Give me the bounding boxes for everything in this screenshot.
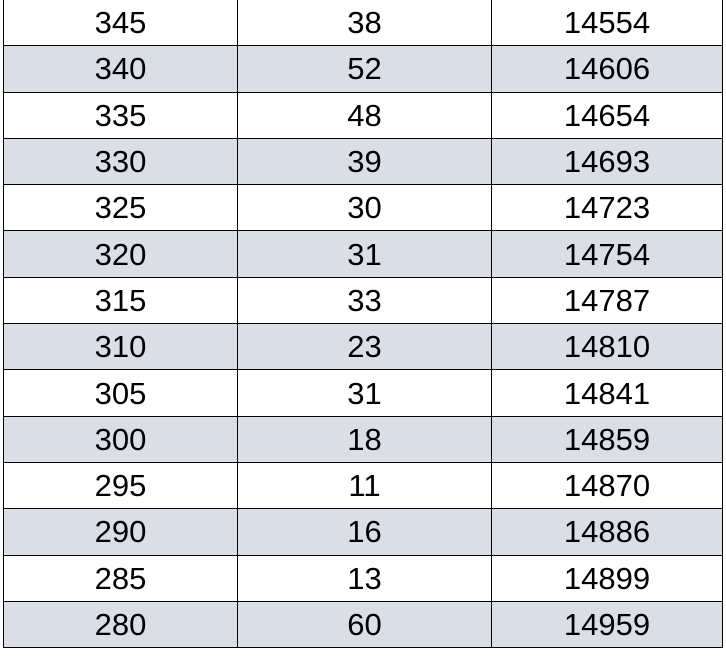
table-row: 280 60 14959 [3,600,723,649]
count-cell: 30 [237,184,492,232]
table-row: 345 38 14554 [3,0,723,47]
score-cell: 285 [3,554,238,602]
cumulative-cell: 14554 [491,0,723,47]
table-row: 325 30 14723 [3,184,723,232]
table-row: 320 31 14754 [3,230,723,278]
table-row: 285 13 14899 [3,554,723,602]
table-row: 330 39 14693 [3,137,723,186]
cumulative-cell: 14841 [491,369,723,417]
table-row: 310 23 14810 [3,323,723,371]
score-cell: 300 [3,415,238,463]
count-cell: 38 [237,0,492,47]
table-row: 340 52 14606 [3,45,723,93]
table-row: 305 31 14841 [3,369,723,417]
score-cell: 325 [3,184,238,232]
count-cell: 13 [237,554,492,602]
score-cell: 310 [3,323,238,371]
table-row: 300 18 14859 [3,415,723,463]
score-cell: 280 [3,600,238,649]
score-cell: 330 [3,137,238,186]
table-row: 295 11 14870 [3,461,723,510]
score-cell: 315 [3,276,238,325]
count-cell: 60 [237,600,492,649]
count-cell: 52 [237,45,492,93]
table-row: 335 48 14654 [3,91,723,139]
cumulative-cell: 14693 [491,137,723,186]
cumulative-cell: 14859 [491,415,723,463]
count-cell: 16 [237,508,492,556]
cumulative-cell: 14606 [491,45,723,93]
count-cell: 48 [237,91,492,139]
count-cell: 31 [237,230,492,278]
cumulative-cell: 14787 [491,276,723,325]
cumulative-cell: 14754 [491,230,723,278]
cumulative-cell: 14810 [491,323,723,371]
count-cell: 33 [237,276,492,325]
cumulative-cell: 14899 [491,554,723,602]
score-cell: 320 [3,230,238,278]
table-row: 315 33 14787 [3,276,723,325]
count-cell: 11 [237,461,492,510]
table-row: 290 16 14886 [3,508,723,556]
cumulative-cell: 14870 [491,461,723,510]
count-cell: 23 [237,323,492,371]
score-cell: 305 [3,369,238,417]
score-cell: 290 [3,508,238,556]
cumulative-cell: 14723 [491,184,723,232]
cumulative-cell: 14886 [491,508,723,556]
count-cell: 31 [237,369,492,417]
cumulative-cell: 14959 [491,600,723,649]
score-cell: 340 [3,45,238,93]
count-cell: 39 [237,137,492,186]
count-cell: 18 [237,415,492,463]
score-cell: 345 [3,0,238,47]
score-cell: 335 [3,91,238,139]
cumulative-cell: 14654 [491,91,723,139]
score-table: 345 38 14554 340 52 14606 335 48 14654 330 39 14693… [3,0,723,649]
score-cell: 295 [3,461,238,510]
